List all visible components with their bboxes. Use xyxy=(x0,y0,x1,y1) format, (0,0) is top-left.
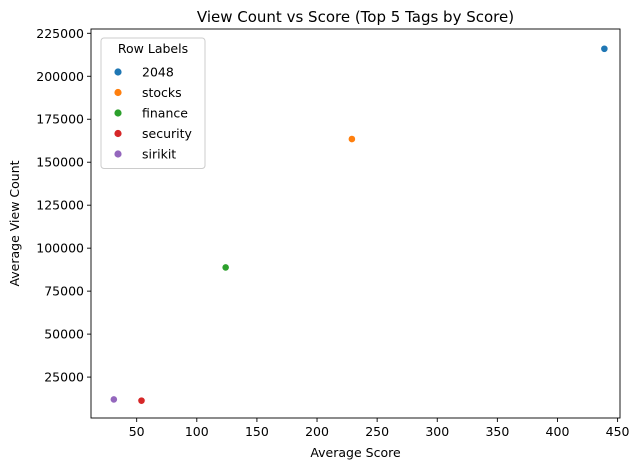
y-tick-label: 175000 xyxy=(36,112,84,127)
y-tick-label: 75000 xyxy=(44,284,84,299)
y-axis-label: Average View Count xyxy=(7,160,22,286)
data-point xyxy=(137,396,146,405)
x-tick-label: 250 xyxy=(365,424,389,439)
legend-item: sirikit xyxy=(114,147,176,162)
legend-box xyxy=(100,37,206,169)
legend-item: stocks xyxy=(114,85,182,100)
x-tick-label: 50 xyxy=(129,424,145,439)
y-axis: 25000 50000 75000 100000 125000 150000 175000 2… xyxy=(36,26,91,385)
x-tick-label: 400 xyxy=(546,424,570,439)
data-point xyxy=(221,263,230,272)
y-tick-label: 225000 xyxy=(36,26,84,41)
data-point xyxy=(600,44,609,53)
data-points xyxy=(109,44,609,405)
y-tick-label: 125000 xyxy=(36,198,84,213)
x-tick-label: 350 xyxy=(485,424,509,439)
plot-area xyxy=(90,28,621,419)
legend-marker xyxy=(114,68,122,76)
legend-item: finance xyxy=(114,106,188,121)
legend-items: 2048 stocks finance security sirikit xyxy=(114,65,193,162)
y-tick-label: 50000 xyxy=(44,327,84,342)
legend-marker xyxy=(114,88,122,97)
legend-label: finance xyxy=(142,106,188,121)
x-tick-label: 450 xyxy=(606,424,629,439)
x-axis: 50 100 150 200 250 300 350 400 450 xyxy=(129,418,629,439)
x-tick-label: 300 xyxy=(425,424,449,439)
legend-marker xyxy=(114,150,122,158)
chart-title: View Count vs Score (Top 5 Tags by Score… xyxy=(197,8,514,26)
legend-label: 2048 xyxy=(142,65,174,80)
x-tick-label: 150 xyxy=(245,424,269,439)
data-point xyxy=(347,135,356,143)
x-axis-label: Average Score xyxy=(310,445,401,460)
y-tick-label: 100000 xyxy=(36,241,84,256)
y-tick-label: 150000 xyxy=(36,155,84,170)
legend-marker xyxy=(114,109,122,117)
legend-title: Row Labels xyxy=(118,41,188,56)
x-tick-label: 100 xyxy=(185,424,209,439)
y-tick-label: 200000 xyxy=(36,69,84,84)
y-tick-label: 25000 xyxy=(44,370,84,385)
legend-item: security xyxy=(114,126,193,141)
legend-label: stocks xyxy=(142,85,182,100)
legend: Row Labels 2048 stocks finance security siri… xyxy=(100,37,206,169)
x-tick-label: 200 xyxy=(305,424,329,439)
data-point xyxy=(109,395,118,404)
legend-item: 2048 xyxy=(114,65,174,80)
legend-label: security xyxy=(142,126,193,141)
legend-marker xyxy=(114,129,122,138)
legend-label: sirikit xyxy=(142,147,176,162)
